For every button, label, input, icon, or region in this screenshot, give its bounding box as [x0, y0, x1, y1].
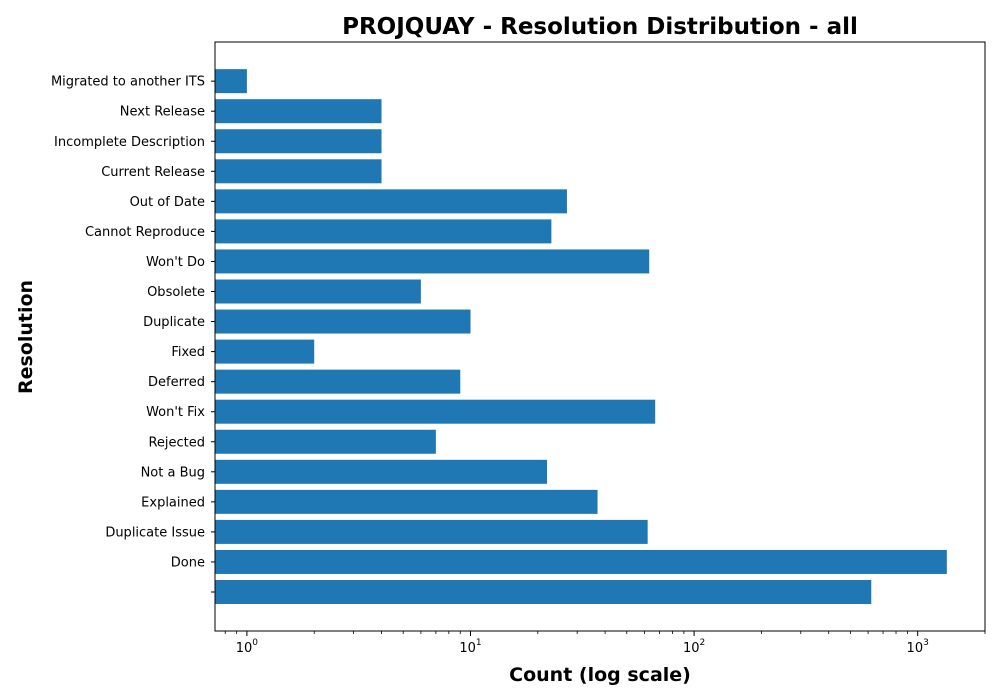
bar — [215, 369, 461, 394]
x-tick-label: 101 — [459, 638, 481, 656]
y-tick-label: Cannot Reproduce — [85, 225, 205, 240]
bar — [215, 99, 382, 124]
y-tick-label: Won't Fix — [146, 405, 205, 420]
bar — [215, 549, 947, 574]
y-tick-label: Rejected — [148, 435, 205, 450]
bar — [215, 489, 598, 514]
bar — [215, 339, 315, 364]
y-tick-label: Incomplete Description — [54, 135, 205, 150]
chart-title: PROJQUAY - Resolution Distribution - all — [342, 14, 858, 40]
x-axis-title: Count (log scale) — [509, 664, 691, 686]
x-tick-label: 103 — [907, 638, 929, 656]
bar — [215, 580, 872, 604]
y-tick-label: Duplicate — [143, 315, 205, 330]
bar — [215, 519, 648, 544]
bar — [215, 159, 382, 184]
x-tick-label: 102 — [683, 638, 705, 656]
bar — [215, 69, 247, 94]
bar — [215, 429, 436, 454]
y-tick-label: Migrated to another ITS — [51, 75, 205, 90]
y-tick-label: Fixed — [171, 345, 205, 360]
y-tick-label: Current Release — [101, 165, 205, 180]
y-axis-title: Resolution — [15, 280, 37, 394]
bar — [215, 459, 548, 484]
y-tick-label: Not a Bug — [141, 465, 205, 480]
y-tick-label: Deferred — [148, 375, 205, 390]
y-tick-label: Won't Do — [146, 255, 205, 270]
y-tick-label: Done — [171, 555, 205, 570]
y-tick-label: Obsolete — [147, 285, 205, 300]
bar — [215, 219, 552, 244]
x-tick-group: 100 101 102 103 — [224, 631, 986, 656]
bar — [215, 249, 650, 274]
bar — [215, 189, 567, 214]
bars-group — [215, 69, 947, 604]
bar — [215, 279, 421, 304]
bar — [215, 399, 656, 424]
y-tick-label: Explained — [141, 495, 205, 510]
plot-frame — [214, 41, 986, 632]
y-tick-label: Out of Date — [130, 195, 205, 210]
x-tick-label: 100 — [236, 638, 259, 656]
y-tick-group: Done Duplicate Issue Explained Not a Bug Rej… — [51, 75, 215, 593]
y-tick-label: Next Release — [120, 105, 205, 120]
y-tick-label: Duplicate Issue — [105, 525, 205, 540]
bar — [215, 129, 382, 154]
bar — [215, 309, 471, 334]
